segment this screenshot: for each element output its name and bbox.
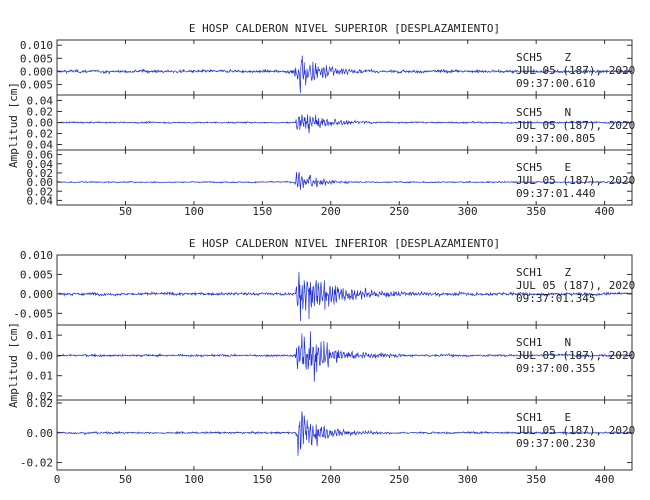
x-tick-label: 250 (389, 205, 409, 218)
record-time: 09:37:00.355 (516, 362, 595, 375)
component-name: N (565, 106, 572, 119)
chart-2: E HOSP CALDERON NIVEL INFERIOR [DESPLAZA… (7, 237, 635, 486)
y-tick-label: 0.005 (20, 52, 53, 65)
y-tick-label: 0.04 (27, 158, 54, 171)
y-tick-label: 0.000 (20, 288, 53, 301)
panel-frame (56, 149, 633, 206)
record-date: JUL 05 (187), 2020 (516, 119, 635, 132)
x-tick-label: 400 (595, 205, 615, 218)
x-tick-label: 350 (526, 205, 546, 218)
y-tick-label: 0.02 (27, 128, 54, 141)
y-tick-label: 0.010 (20, 249, 53, 262)
x-tick-label: 300 (458, 205, 478, 218)
waveform-trace (56, 331, 632, 382)
station-channel-label: SCH1 E (516, 411, 571, 424)
x-tick-label: 400 (595, 473, 615, 486)
y-tick-label: 0.01 (27, 370, 54, 383)
station-channel-label: SCH5 E (516, 161, 571, 174)
channel-name: SCH5 (516, 161, 543, 174)
y-axis-label: Amplitud [cm] (7, 322, 20, 408)
waveform-trace (56, 271, 632, 322)
y-tick-label: -0.005 (13, 307, 53, 320)
station-channel-label: SCH5 Z (516, 51, 572, 64)
record-date: JUL 05 (187), 2020 (516, 174, 635, 187)
y-tick-label: 0.06 (27, 149, 54, 162)
component-name: Z (565, 266, 572, 279)
waveform-trace (56, 411, 632, 456)
record-time: 09:37:00.805 (516, 132, 595, 145)
chart-title: E HOSP CALDERON NIVEL SUPERIOR [DESPLAZA… (189, 22, 500, 35)
x-tick-label: 150 (252, 205, 272, 218)
waveform-trace (56, 114, 632, 134)
y-tick-label: 0.005 (20, 268, 53, 281)
channel-name: SCH1 (516, 411, 543, 424)
chart-1: E HOSP CALDERON NIVEL SUPERIOR [DESPLAZA… (7, 22, 635, 218)
x-tick-label: 50 (119, 205, 132, 218)
x-tick-label: 200 (321, 473, 341, 486)
x-tick-label: 350 (526, 473, 546, 486)
y-tick-label: 0.00 (27, 176, 54, 189)
record-time: 09:37:00.610 (516, 77, 595, 90)
y-tick-label: 0.04 (27, 95, 54, 108)
y-tick-label: 0.000 (20, 65, 53, 78)
y-tick-label: 0.02 (27, 106, 54, 119)
x-tick-label: 150 (252, 473, 272, 486)
y-tick-label: 0.005 (20, 79, 53, 92)
record-time: 09:37:00.230 (516, 437, 595, 450)
x-tick-label: 0 (54, 473, 61, 486)
channel-name: SCH5 (516, 51, 543, 64)
x-tick-label: 50 (119, 473, 132, 486)
record-time: 09:37:01.345 (516, 292, 595, 305)
chart-title: E HOSP CALDERON NIVEL INFERIOR [DESPLAZA… (189, 237, 500, 250)
waveform-trace (56, 172, 632, 190)
x-tick-label: 300 (458, 473, 478, 486)
record-date: JUL 05 (187), 2020 (516, 64, 635, 77)
record-date: JUL 05 (187), 2020 (516, 424, 635, 437)
x-tick-label: 250 (389, 473, 409, 486)
y-tick-label: 0.010 (20, 39, 53, 52)
record-time: 09:37:01.440 (516, 187, 595, 200)
channel-name: SCH5 (516, 106, 543, 119)
y-tick-label: 0.04 (27, 194, 54, 207)
component-name: N (565, 336, 572, 349)
component-name: E (565, 411, 572, 424)
channel-name: SCH1 (516, 266, 543, 279)
station-channel-label: SCH1 N (516, 336, 571, 349)
record-date: JUL 05 (187), 2020 (516, 279, 635, 292)
component-name: E (565, 161, 572, 174)
y-tick-label: 0.02 (27, 390, 54, 403)
channel-name: SCH1 (516, 336, 543, 349)
station-channel-label: SCH1 Z (516, 266, 572, 279)
y-tick-label: 0.02 (27, 185, 54, 198)
y-axis-label: Amplitud [cm] (7, 82, 20, 168)
y-tick-label: 0.02 (27, 397, 54, 410)
x-tick-label: 200 (321, 205, 341, 218)
y-tick-label: 0.00 (27, 349, 54, 362)
y-tick-label: 0.00 (27, 117, 54, 130)
y-tick-label: -0.02 (20, 457, 53, 470)
x-tick-label: 100 (184, 205, 204, 218)
y-tick-label: 0.00 (27, 427, 54, 440)
y-tick-label: 0.04 (27, 139, 54, 152)
y-tick-label: 0.02 (27, 167, 54, 180)
station-channel-label: SCH5 N (516, 106, 571, 119)
record-date: JUL 05 (187), 2020 (516, 349, 635, 362)
waveform-trace (57, 55, 632, 93)
y-tick-label: 0.01 (27, 329, 54, 342)
panel-frame (56, 399, 633, 471)
x-tick-label: 100 (184, 473, 204, 486)
component-name: Z (565, 51, 572, 64)
